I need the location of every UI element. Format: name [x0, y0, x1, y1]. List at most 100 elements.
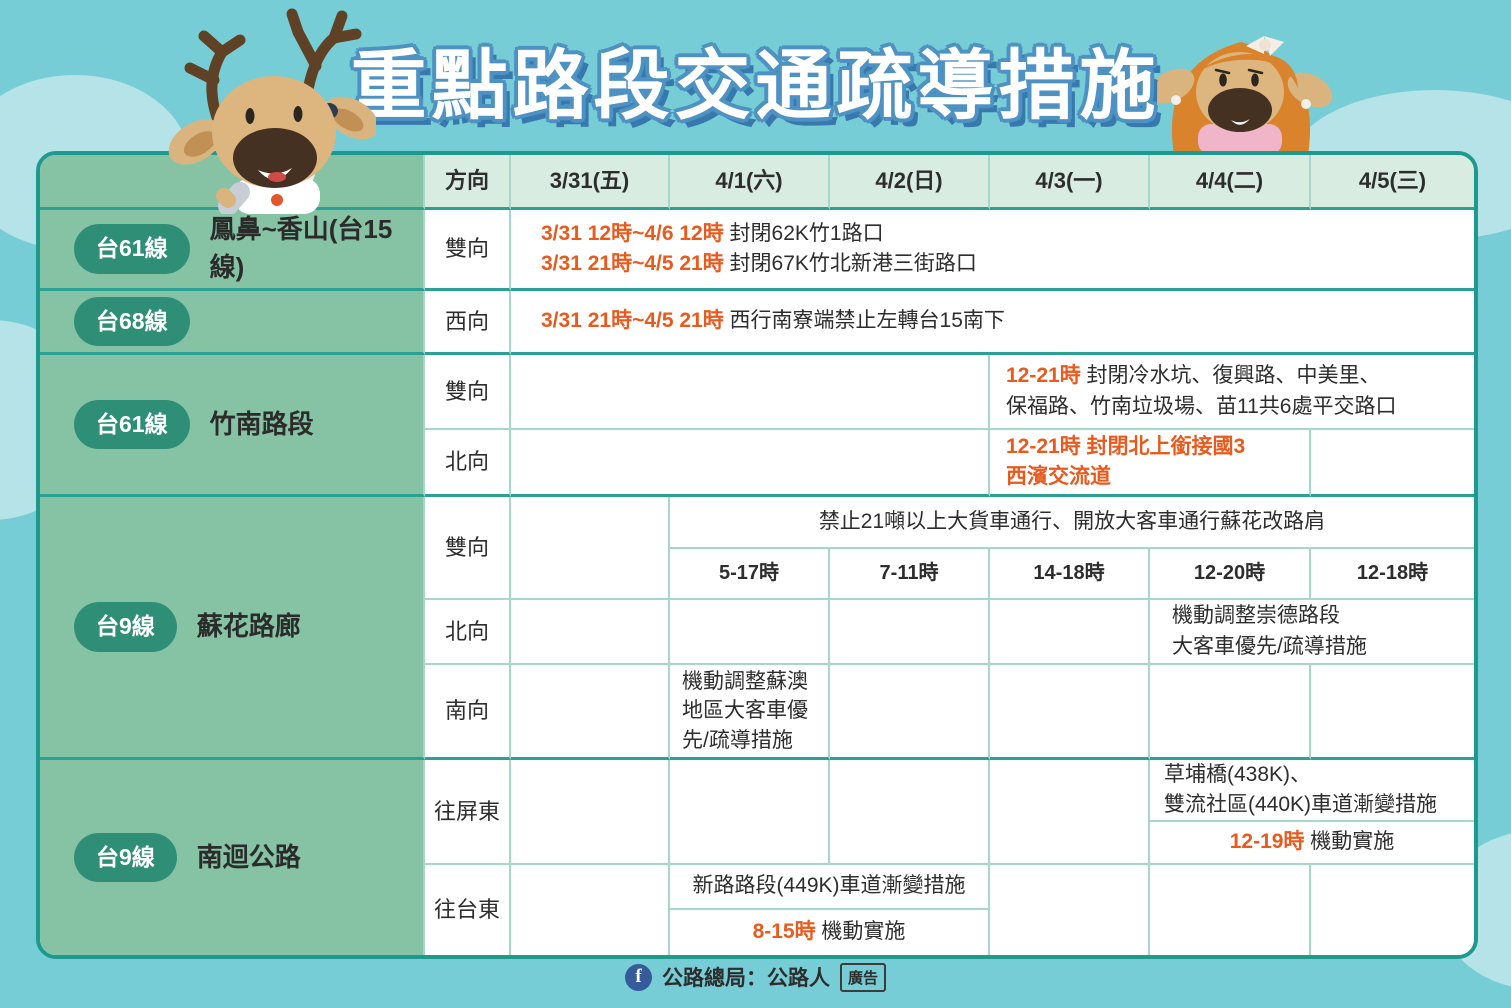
measure-text: 機動實施 [815, 920, 906, 944]
time-range: 3/31 12時~4/6 12時 [541, 221, 724, 245]
road-row-taixi61: 台61線 鳳鼻~香山(台15線) [40, 210, 425, 291]
empty-cell [511, 497, 670, 600]
shirt-logo-icon [271, 194, 283, 206]
deer-fringe [1201, 53, 1298, 88]
deer-muzzle [233, 128, 317, 188]
measure-cell: 12-19時 機動實施 [1150, 822, 1474, 865]
time-range: 3/31 21時~4/5 21時 [541, 309, 724, 333]
measure-cell: 8-15時 機動實施 [670, 910, 990, 955]
deer-eye [293, 106, 303, 122]
deer-mascot-left [168, 8, 376, 214]
empty-cell [1150, 865, 1311, 955]
empty-cell [990, 665, 1150, 760]
col-header-date-0402: 4/2(日) [830, 155, 990, 210]
direction-cell: 北向 [425, 430, 511, 497]
empty-cell [511, 665, 670, 760]
deer-ear-right [1287, 72, 1333, 108]
measure-cell: 草埔橋(438K)、 雙流社區(440K)車道漸變措施 [1150, 760, 1474, 822]
col-header-direction: 方向 [425, 155, 511, 210]
empty-cell [1311, 865, 1474, 955]
direction-cell: 雙向 [425, 210, 511, 291]
measure-cell: 機動調整崇德路段 大客車優先/疏導措施 [1150, 600, 1474, 665]
deer-ear-left [1149, 68, 1195, 104]
deer-tongue [268, 172, 286, 182]
road-row-tai9-nanhui: 台9線 南迴公路 [40, 760, 425, 955]
measure-text: 西行南寮端禁止左轉台15南下 [723, 309, 1005, 333]
road-row-tai9-suhua: 台9線 蘇花路廊 [40, 497, 425, 760]
road-badge: 台68線 [74, 296, 190, 347]
measure-cell: 12-21時 封閉冷水坑、復興路、中美里、 保福路、竹南垃圾場、苗11共6處平交… [990, 355, 1474, 430]
time-window-cell: 12-20時 [1150, 549, 1311, 600]
deer-muzzle [1208, 88, 1272, 132]
empty-cell [511, 600, 670, 665]
deer-smile [1231, 119, 1250, 125]
measure-cell: 3/31 21時~4/5 21時 西行南寮端禁止左轉台15南下 [511, 291, 1474, 355]
facebook-account: 公路總局：公路人 [661, 967, 830, 990]
road-badge: 台9線 [74, 832, 177, 883]
empty-cell [511, 865, 670, 955]
direction-cell: 北向 [425, 600, 511, 665]
deer-eye [245, 108, 255, 124]
measure-text: 保福路、竹南垃圾場、苗11共6處平交路口 [1006, 394, 1397, 418]
road-name: 竹南路段 [209, 408, 314, 439]
road-badge: 台61線 [74, 224, 190, 274]
empty-cell [511, 355, 990, 430]
empty-cell [1311, 430, 1474, 497]
direction-cell: 往台東 [425, 865, 511, 955]
road-name: 南迴公路 [196, 841, 301, 872]
measure-cell: 新路路段(449K)車道漸變措施 [670, 865, 990, 910]
empty-cell [511, 760, 670, 865]
empty-cell [990, 865, 1150, 955]
earring-icon [1171, 95, 1181, 105]
col-header-date-0401: 4/1(六) [670, 155, 830, 210]
hair-bow-icon [1246, 36, 1284, 56]
empty-cell [990, 760, 1150, 865]
direction-cell: 南向 [425, 665, 511, 760]
road-name: 蘇花路廊 [196, 611, 301, 642]
empty-cell [830, 760, 990, 865]
col-header-date-0405: 4/5(三) [1311, 155, 1474, 210]
deer-mascot-right [1149, 36, 1333, 155]
direction-cell: 雙向 [425, 355, 511, 430]
time-window-cell: 12-18時 [1311, 549, 1474, 600]
measure-text: 封閉冷水坑、復興路、中美里、 [1080, 364, 1381, 388]
ad-label: 廣告 [839, 962, 886, 992]
page-title: 重點路段交通疏導措施 [350, 44, 1161, 129]
road-badge: 台61線 [74, 399, 190, 450]
measure-cell: 3/31 12時~4/6 12時 封閉62K竹1路口 3/31 21時~4/5 … [511, 210, 1474, 291]
deer-eye [1219, 73, 1227, 87]
deer-eye [1251, 73, 1259, 87]
measure-text: 機動實施 [1304, 830, 1395, 854]
measure-cell: 12-21時 封閉北上銜接國3 西濱交流道 [990, 430, 1311, 497]
col-header-date-0403: 4/3(一) [990, 155, 1150, 210]
measure-text: 封閉62K竹1路口 [723, 221, 884, 245]
facebook-icon: f [624, 963, 652, 991]
empty-cell [670, 600, 830, 665]
time-range: 8-15時 [752, 920, 816, 944]
time-range: 12-19時 [1229, 830, 1305, 854]
time-window-cell: 5-17時 [670, 549, 830, 600]
traffic-schedule-table: 方向 3/31(五) 4/1(六) 4/2(日) 4/3(一) 4/4(二) 4… [36, 151, 1478, 959]
time-window-cell: 14-18時 [990, 549, 1150, 600]
col-header-date-0331: 3/31(五) [511, 155, 670, 210]
time-window-cell: 7-11時 [830, 549, 990, 600]
empty-cell [830, 665, 990, 760]
empty-cell [830, 600, 990, 665]
measure-cell: 機動調整蘇澳地區大客車優先/疏導措施 [670, 665, 830, 760]
direction-cell: 往屏東 [425, 760, 511, 865]
road-name: 鳳鼻~香山(台15線) [209, 214, 393, 282]
direction-cell: 雙向 [425, 497, 511, 600]
road-badge: 台9線 [74, 602, 177, 652]
road-row-tai68: 台68線 [40, 291, 425, 355]
ban-cell: 禁止21噸以上大貨車通行、開放大客車通行蘇花改路肩 [670, 497, 1474, 549]
empty-cell [990, 600, 1150, 665]
earring-icon [1301, 99, 1311, 109]
empty-cell [1150, 665, 1311, 760]
time-range: 12-21時 [1006, 364, 1081, 388]
road-row-tai61-zhunan: 台61線 竹南路段 [40, 355, 425, 497]
measure-text: 封閉67K竹北新港三街路口 [723, 252, 977, 275]
empty-cell [1311, 665, 1474, 760]
empty-cell [511, 430, 990, 497]
col-header-date-0404: 4/4(二) [1150, 155, 1311, 210]
empty-cell [670, 760, 830, 865]
